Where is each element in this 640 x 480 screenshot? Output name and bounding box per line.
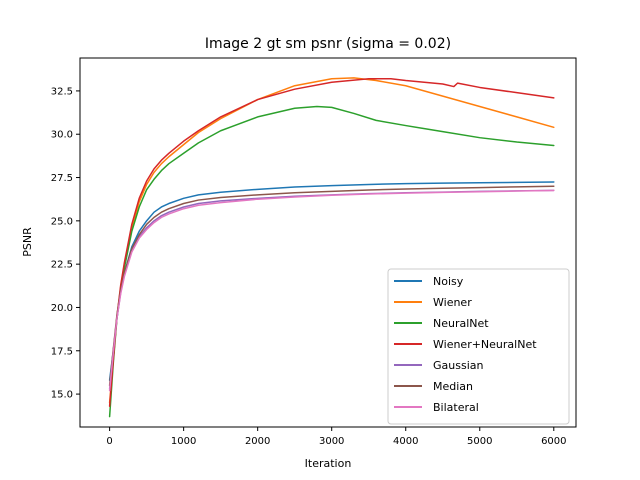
legend: Noisy Wiener NeuralNet Wiener+NeuralNet Gaus… (387, 268, 570, 425)
x-axis: 0 1000 2000 3000 4000 5000 6000 (106, 427, 567, 447)
legend-label: Median (433, 380, 473, 393)
x-tick-label: 3000 (319, 436, 344, 447)
plot-series-group (108, 77, 555, 418)
y-axis: 15.0 17.5 20.0 22.5 25.0 27.5 30.0 32.5 (51, 86, 80, 401)
series-line-neuralnet (108, 105, 555, 418)
x-tick-label: 6000 (541, 436, 566, 447)
x-tick-label: 0 (106, 436, 112, 447)
legend-label: Wiener (433, 296, 472, 309)
legend-label: NeuralNet (433, 317, 489, 330)
y-axis-label: PSNR (21, 227, 34, 257)
x-tick-label: 1000 (171, 436, 196, 447)
legend-label: Wiener+NeuralNet (433, 338, 537, 351)
legend-box (387, 268, 570, 425)
y-tick-label: 22.5 (51, 260, 73, 271)
series-line-wiener-neuralnet (108, 78, 555, 407)
x-tick-label: 4000 (393, 436, 418, 447)
legend-label: Noisy (433, 275, 464, 288)
y-tick-label: 20.0 (51, 303, 73, 314)
x-tick-label: 2000 (245, 436, 270, 447)
legend-label: Gaussian (433, 359, 483, 372)
y-tick-label: 17.5 (51, 346, 73, 357)
y-tick-label: 30.0 (51, 130, 73, 141)
axes-frame (79, 57, 577, 428)
y-tick-label: 32.5 (51, 86, 73, 97)
series-line-bilateral (108, 189, 555, 392)
x-tick-label: 5000 (467, 436, 492, 447)
y-tick-label: 25.0 (51, 216, 73, 227)
legend-label: Bilateral (433, 401, 479, 414)
x-axis-label: Iteration (305, 457, 352, 470)
chart-title: Image 2 gt sm psnr (sigma = 0.02) (205, 36, 451, 52)
y-tick-label: 27.5 (51, 173, 73, 184)
y-tick-label: 15.0 (51, 390, 73, 401)
